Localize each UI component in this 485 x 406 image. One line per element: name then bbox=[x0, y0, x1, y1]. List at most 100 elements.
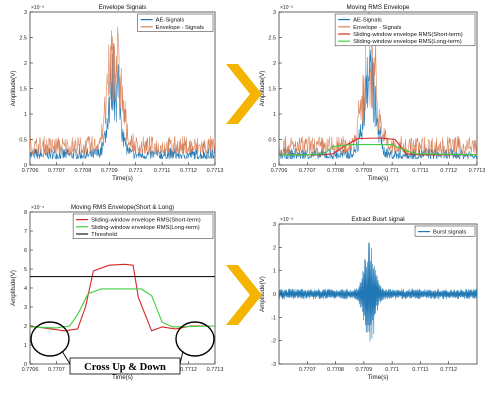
y-tick-label: 1.5 bbox=[19, 87, 27, 93]
chart-title: Extract Busrt signal bbox=[351, 216, 404, 223]
x-tick-label: 0.7713 bbox=[207, 367, 224, 373]
y-axis-label: Amplitude(V) bbox=[10, 270, 17, 306]
x-axis-label: Time(s) bbox=[368, 374, 389, 381]
series-line-0 bbox=[30, 43, 215, 160]
x-axis-label: Time(s) bbox=[368, 175, 389, 182]
annotation-text: Cross Up & Down bbox=[84, 362, 166, 373]
chart-p3: 0123456780.77060.77070.77080.77090.7710.… bbox=[10, 204, 223, 381]
y-tick-label: -2 bbox=[271, 339, 276, 345]
chart-title: Envelope Signals bbox=[99, 4, 147, 11]
plot-series-group bbox=[30, 26, 215, 160]
y-tick-label: 3 bbox=[273, 222, 276, 228]
legend-box bbox=[72, 213, 214, 239]
y-tick-label: 3 bbox=[273, 10, 276, 16]
y-tick-label: 0 bbox=[273, 163, 276, 169]
x-tick-label: 0.7708 bbox=[327, 367, 344, 373]
legend-box bbox=[334, 13, 476, 47]
x-tick-label: 0.7712 bbox=[180, 367, 197, 373]
legend-label: Sliding-window envelope RMS(Short-term) bbox=[91, 218, 201, 224]
y-tick-label: 4 bbox=[24, 286, 27, 292]
y-tick-label: 3 bbox=[24, 10, 27, 16]
axis-exponent-label: ×10⁻³ bbox=[31, 5, 44, 11]
legend-label: Envelope - Signals bbox=[156, 25, 204, 31]
legend-box bbox=[137, 13, 214, 32]
x-tick-label: 0.771 bbox=[385, 168, 399, 174]
y-tick-label: 8 bbox=[24, 210, 27, 216]
series-line-3 bbox=[279, 144, 477, 156]
plot-series-group bbox=[30, 263, 215, 332]
flow-arrow-icon bbox=[226, 265, 262, 325]
x-tick-label: 0.7707 bbox=[299, 367, 316, 373]
annotation-box bbox=[69, 357, 181, 375]
y-tick-label: 0 bbox=[273, 292, 276, 298]
axis-exponent-label: ×10⁻⁴ bbox=[31, 205, 44, 211]
x-tick-label: 0.7709 bbox=[101, 168, 118, 174]
plot-series-group bbox=[279, 242, 477, 342]
y-tick-label: 1 bbox=[273, 269, 276, 275]
y-tick-label: 2.5 bbox=[268, 36, 276, 42]
crossing-circle-left bbox=[30, 321, 70, 357]
legend-label: Burst signals bbox=[433, 230, 466, 236]
chart-p2: 0 0.5 1 1.5 2 2.5 3 0.7706 0.7707 0.7708 0.7709 0.7… bbox=[259, 4, 485, 182]
legend-label: AE-Signals bbox=[156, 18, 185, 24]
flow-arrow-icon bbox=[226, 64, 262, 124]
y-tick-label: -3 bbox=[271, 362, 276, 368]
chart-title: Moving RMS Envelope(Short & Long) bbox=[71, 204, 174, 211]
x-tick-label: 0.7712 bbox=[440, 168, 457, 174]
x-tick-label: 0.771 bbox=[385, 367, 399, 373]
y-axis-label: Amplitude(V) bbox=[259, 71, 266, 107]
y-tick-label: 0.5 bbox=[19, 138, 27, 144]
annotation-pointer-left bbox=[61, 350, 71, 365]
series-line-2 bbox=[279, 137, 477, 156]
series-line-1 bbox=[30, 26, 215, 155]
legend-label: Sliding-window envelope RMS(Long-term) bbox=[91, 225, 200, 231]
y-tick-label: -1 bbox=[271, 315, 276, 321]
x-tick-label: 0.771 bbox=[129, 168, 143, 174]
y-tick-label: 1.5 bbox=[268, 87, 276, 93]
y-tick-label: 7 bbox=[24, 229, 27, 235]
y-tick-label: 2 bbox=[273, 61, 276, 67]
x-axis-label: Time(s) bbox=[112, 374, 133, 381]
x-tick-label: 0.7713 bbox=[207, 168, 224, 174]
y-axis-label: Amplitude(V) bbox=[259, 276, 266, 312]
annotation-pointer-right bbox=[179, 350, 184, 365]
x-tick-label: 0.7707 bbox=[48, 367, 65, 373]
series-line-0 bbox=[30, 263, 215, 332]
x-tick-label: 0.7712 bbox=[180, 168, 197, 174]
x-tick-label: 0.7707 bbox=[299, 168, 316, 174]
chart-p4: -3 -2 -1 0 1 2 3 0.7707 0.7708 0.7709 0.771 0.7711 0… bbox=[259, 216, 478, 381]
axis-exponent-label: ×10⁻³ bbox=[280, 5, 293, 11]
y-tick-label: 2.5 bbox=[19, 36, 27, 42]
series-line-0 bbox=[279, 242, 477, 342]
y-tick-label: 6 bbox=[24, 248, 27, 254]
chart-title: Moving RMS Envelope bbox=[347, 4, 410, 11]
legend-label: AE-Signals bbox=[353, 18, 382, 24]
legend: Sliding-window envelope RMS(Short-term)S… bbox=[72, 213, 214, 239]
x-tick-label: 0.7711 bbox=[412, 168, 428, 174]
x-tick-label: 0.7708 bbox=[74, 168, 91, 174]
series-line-1 bbox=[279, 12, 477, 155]
x-tick-label: 0.7706 bbox=[22, 168, 39, 174]
x-tick-label: 0.7709 bbox=[355, 168, 372, 174]
x-tick-label: 0.7706 bbox=[22, 367, 39, 373]
x-tick-label: 0.7711 bbox=[154, 168, 170, 174]
y-axis-label: Amplitude(V) bbox=[10, 71, 17, 107]
y-tick-label: 5 bbox=[24, 267, 27, 273]
x-tick-label: 0.7709 bbox=[355, 367, 372, 373]
legend: Burst signals bbox=[414, 225, 476, 237]
legend-label: Envelope - Signals bbox=[353, 25, 401, 31]
y-tick-label: 1 bbox=[24, 343, 27, 349]
y-tick-label: 0 bbox=[24, 163, 27, 169]
series-line-0 bbox=[279, 49, 477, 160]
y-tick-label: 3 bbox=[24, 305, 27, 311]
series-line-1 bbox=[30, 288, 215, 329]
legend-label: Sliding-window envelope RMS(Long-term) bbox=[353, 39, 462, 45]
y-tick-label: 2 bbox=[273, 245, 276, 251]
y-tick-label: 2 bbox=[24, 61, 27, 67]
legend-label: Threshold bbox=[91, 232, 117, 238]
y-tick-label: 1 bbox=[24, 112, 27, 118]
y-tick-label: 0.5 bbox=[268, 138, 276, 144]
